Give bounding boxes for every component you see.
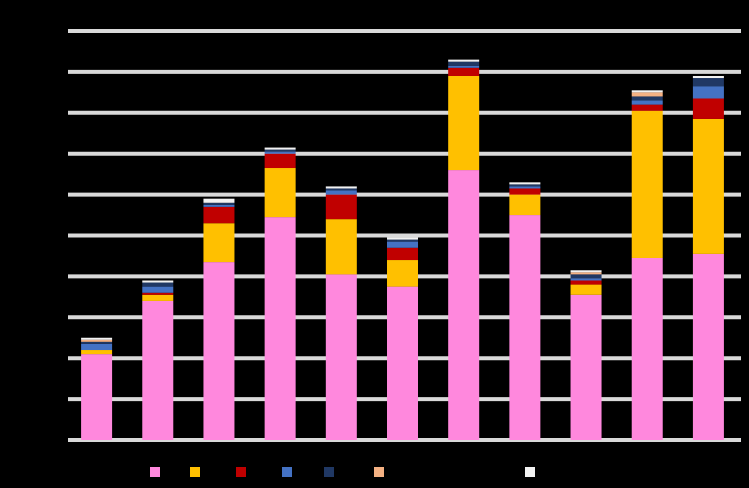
bar-segment-series-1 <box>509 215 541 440</box>
bar-segment-series-7 <box>264 147 296 150</box>
bar-segment-series-4 <box>631 100 663 105</box>
bar-segment-series-5 <box>448 61 480 66</box>
bar-stacks <box>81 59 724 440</box>
bar-segment-series-1 <box>325 274 357 440</box>
bar-segment-series-5 <box>264 149 296 152</box>
bar-stack <box>570 270 602 440</box>
bar-segment-series-2 <box>325 219 357 275</box>
legend-swatch <box>374 467 384 477</box>
bar-segment-series-4 <box>325 190 357 195</box>
bar-segment-series-1 <box>448 170 480 440</box>
bar-segment-series-3 <box>570 280 602 285</box>
bar-segment-series-6 <box>631 92 663 97</box>
bar-segment-series-2 <box>448 75 480 171</box>
bar-stack <box>81 337 113 440</box>
legend-item <box>374 467 384 477</box>
bar-segment-series-3 <box>509 188 541 195</box>
bar-segment-series-5 <box>81 341 113 344</box>
bar-segment-series-1 <box>142 300 174 440</box>
bar-segment-series-2 <box>509 194 541 216</box>
bar-segment-series-5 <box>509 184 541 187</box>
bar-segment-series-5 <box>631 96 663 101</box>
legend-item <box>282 467 292 477</box>
bar-segment-series-1 <box>203 262 235 440</box>
bar-segment-series-4 <box>570 278 602 281</box>
bar-segment-series-3 <box>325 194 357 220</box>
bar-segment-series-4 <box>81 343 113 351</box>
bar-segment-series-2 <box>203 223 235 263</box>
bar-segment-series-7 <box>509 182 541 185</box>
legend-item <box>324 467 334 477</box>
bar-segment-series-1 <box>264 217 296 440</box>
bar-segment-series-2 <box>142 294 174 301</box>
bar-segment-series-5 <box>387 239 418 242</box>
bar-segment-series-7 <box>387 237 418 240</box>
legend-swatch <box>236 467 246 477</box>
legend-item <box>190 467 200 477</box>
bar-segment-series-3 <box>264 153 296 169</box>
bar-segment-series-3 <box>631 104 663 111</box>
bar-segment-series-5 <box>570 274 602 279</box>
bar-segment-series-5 <box>142 282 174 287</box>
bar-segment-series-4 <box>387 241 418 248</box>
bar-stack <box>631 90 663 440</box>
bar-segment-series-7 <box>448 59 480 62</box>
bar-segment-series-2 <box>264 168 296 218</box>
bar-segment-series-4 <box>264 151 296 154</box>
bar-segment-series-4 <box>203 204 235 207</box>
bar-segment-series-4 <box>509 186 541 189</box>
bar-segment-series-3 <box>142 292 174 295</box>
bar-segment-series-4 <box>448 65 480 68</box>
legend-item <box>150 467 160 477</box>
legend <box>150 467 535 477</box>
bar-segment-series-6 <box>81 339 113 342</box>
bar-segment-series-6 <box>570 272 602 275</box>
bar-segment-series-1 <box>570 294 602 440</box>
bar-segment-series-3 <box>448 67 480 76</box>
bar-segment-series-2 <box>570 284 602 295</box>
bar-segment-series-3 <box>692 98 724 119</box>
bar-segment-series-7 <box>570 270 602 273</box>
bar-stack <box>448 59 480 440</box>
bar-segment-series-2 <box>631 110 663 258</box>
bar-stack <box>264 147 296 440</box>
bar-segment-series-2 <box>387 260 418 287</box>
bar-segment-series-3 <box>387 247 418 261</box>
bar-segment-series-7 <box>203 198 235 203</box>
legend-swatch <box>150 467 160 477</box>
legend-item <box>525 467 535 477</box>
bar-segment-series-5 <box>325 188 357 191</box>
bar-segment-series-2 <box>81 350 113 355</box>
legend-swatch <box>324 467 334 477</box>
bar-stack <box>142 280 174 440</box>
bar-stack <box>692 75 724 440</box>
legend-swatch <box>525 467 535 477</box>
bar-segment-series-7 <box>81 337 113 340</box>
bar-segment-series-3 <box>203 206 235 224</box>
bar-segment-series-1 <box>631 257 663 440</box>
bar-stack <box>509 182 541 440</box>
bar-stack <box>387 237 418 440</box>
bar-stack <box>325 186 357 440</box>
legend-swatch <box>282 467 292 477</box>
bar-segment-series-5 <box>203 202 235 205</box>
bar-segment-series-4 <box>142 286 174 293</box>
bar-segment-series-5 <box>692 78 724 87</box>
legend-swatch <box>190 467 200 477</box>
bar-segment-series-7 <box>631 90 663 93</box>
bar-segment-series-7 <box>692 75 724 79</box>
bar-segment-series-4 <box>692 86 724 99</box>
bar-segment-series-1 <box>81 354 113 440</box>
bar-segment-series-2 <box>692 118 724 254</box>
bar-segment-series-1 <box>692 253 724 440</box>
bar-stack <box>203 198 235 440</box>
bar-segment-series-1 <box>387 286 418 440</box>
bar-segment-series-7 <box>142 280 174 283</box>
legend-item <box>236 467 246 477</box>
bar-segment-series-7 <box>325 186 357 189</box>
